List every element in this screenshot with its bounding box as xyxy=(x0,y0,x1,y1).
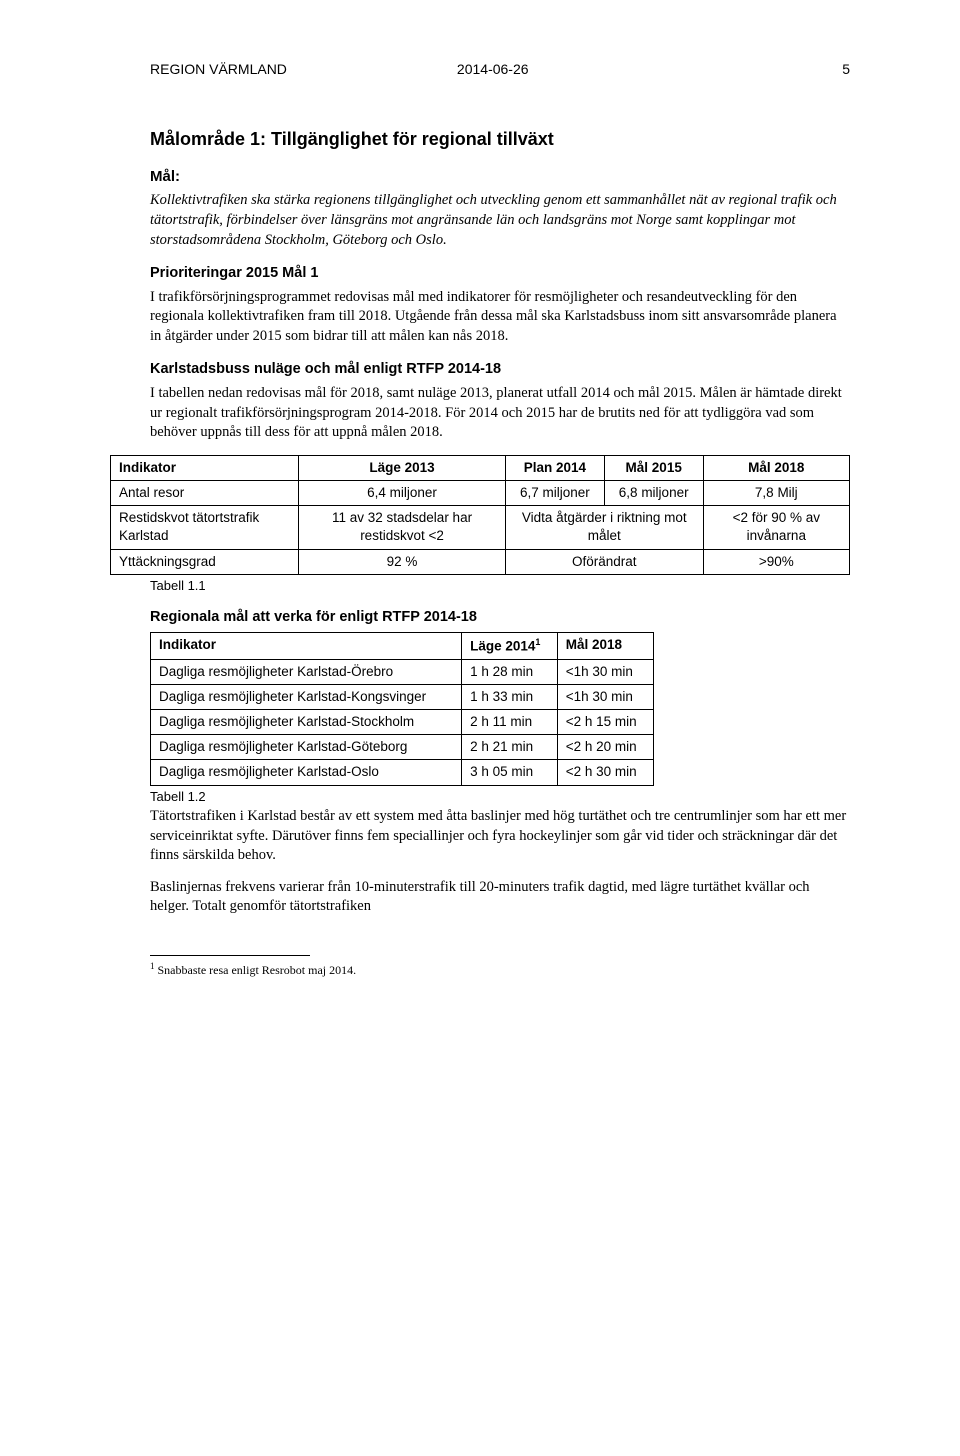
table-cell: Dagliga resmöjligheter Karlstad-Örebro xyxy=(151,659,462,684)
table-row: Restidskvot tätortstrafik Karlstad 11 av… xyxy=(111,506,850,549)
table-row: Dagliga resmöjligheter Karlstad-Örebro 1… xyxy=(151,659,654,684)
table-cell: Vidta åtgärder i riktning mot målet xyxy=(505,506,703,549)
header-page-number: 5 xyxy=(842,60,850,79)
table-2: Indikator Läge 20141 Mål 2018 Dagliga re… xyxy=(150,632,654,786)
footnote-ref: 1 xyxy=(535,637,540,647)
table-cell: >90% xyxy=(703,549,849,574)
table-cell: 92 % xyxy=(299,549,506,574)
table-cell: Dagliga resmöjligheter Karlstad-Stockhol… xyxy=(151,709,462,734)
table-row: Dagliga resmöjligheter Karlstad-Stockhol… xyxy=(151,709,654,734)
prio-text: I trafikförsörjningsprogrammet redovisas… xyxy=(150,288,850,347)
footnote-text: Snabbaste resa enligt Resrobot maj 2014. xyxy=(155,963,357,977)
table-header: Indikator xyxy=(151,632,462,659)
table-cell: <2 h 20 min xyxy=(557,735,653,760)
table-1: Indikator Läge 2013 Plan 2014 Mål 2015 M… xyxy=(110,455,850,575)
table-cell: <2 för 90 % av invånarna xyxy=(703,506,849,549)
table-header-text: Läge 2014 xyxy=(470,638,535,653)
footnote: 1 Snabbaste resa enligt Resrobot maj 201… xyxy=(150,960,850,978)
table-cell: 6,8 miljoner xyxy=(604,480,703,505)
table-header: Läge 20141 xyxy=(462,632,558,659)
table-cell: <1h 30 min xyxy=(557,659,653,684)
footnote-rule xyxy=(150,955,310,956)
table-cell: Restidskvot tätortstrafik Karlstad xyxy=(111,506,299,549)
table-cell: Oförändrat xyxy=(505,549,703,574)
table-row: Indikator Läge 2013 Plan 2014 Mål 2015 M… xyxy=(111,455,850,480)
section-title: Målområde 1: Tillgänglighet för regional… xyxy=(150,127,850,151)
table-1-caption: Tabell 1.1 xyxy=(150,577,850,595)
table-header: Mål 2018 xyxy=(557,632,653,659)
table-row: Yttäckningsgrad 92 % Oförändrat >90% xyxy=(111,549,850,574)
table-row: Dagliga resmöjligheter Karlstad-Göteborg… xyxy=(151,735,654,760)
mal-label: Mål: xyxy=(150,167,850,187)
table-cell: Antal resor xyxy=(111,480,299,505)
table-cell: 1 h 33 min xyxy=(462,684,558,709)
table-cell: 7,8 Milj xyxy=(703,480,849,505)
table-cell: 11 av 32 stadsdelar har restidskvot <2 xyxy=(299,506,506,549)
table-header: Plan 2014 xyxy=(505,455,604,480)
table-cell: Yttäckningsgrad xyxy=(111,549,299,574)
table-cell: 6,7 miljoner xyxy=(505,480,604,505)
table-row: Dagliga resmöjligheter Karlstad-Oslo 3 h… xyxy=(151,760,654,785)
table-cell: 2 h 11 min xyxy=(462,709,558,734)
table-cell: 3 h 05 min xyxy=(462,760,558,785)
table-header: Mål 2018 xyxy=(703,455,849,480)
nulage-text: I tabellen nedan redovisas mål för 2018,… xyxy=(150,384,850,443)
table-row: Antal resor 6,4 miljoner 6,7 miljoner 6,… xyxy=(111,480,850,505)
table-cell: <2 h 15 min xyxy=(557,709,653,734)
table-row: Indikator Läge 20141 Mål 2018 xyxy=(151,632,654,659)
header-org: REGION VÄRMLAND xyxy=(150,60,287,79)
table-header: Indikator xyxy=(111,455,299,480)
table-cell: Dagliga resmöjligheter Karlstad-Göteborg xyxy=(151,735,462,760)
table-cell: 1 h 28 min xyxy=(462,659,558,684)
nulage-title: Karlstadsbuss nuläge och mål enligt RTFP… xyxy=(150,360,850,380)
table-cell: 6,4 miljoner xyxy=(299,480,506,505)
page-header: REGION VÄRMLAND 2014-06-26 5 xyxy=(150,60,850,79)
table-cell: <1h 30 min xyxy=(557,684,653,709)
table-cell: Dagliga resmöjligheter Karlstad-Kongsvin… xyxy=(151,684,462,709)
table-header: Mål 2015 xyxy=(604,455,703,480)
mal-text: Kollektivtrafiken ska stärka regionens t… xyxy=(150,191,850,250)
header-date: 2014-06-26 xyxy=(457,60,529,79)
table-cell: <2 h 30 min xyxy=(557,760,653,785)
table-header: Läge 2013 xyxy=(299,455,506,480)
prio-title: Prioriteringar 2015 Mål 1 xyxy=(150,264,850,284)
table-cell: 2 h 21 min xyxy=(462,735,558,760)
regional-title: Regionala mål att verka för enligt RTFP … xyxy=(150,608,850,628)
trailing-paragraph-2: Baslinjernas frekvens varierar från 10-m… xyxy=(150,878,850,917)
table-2-caption: Tabell 1.2 xyxy=(150,788,850,806)
trailing-paragraph-1: Tätortstrafiken i Karlstad består av ett… xyxy=(150,807,850,866)
table-row: Dagliga resmöjligheter Karlstad-Kongsvin… xyxy=(151,684,654,709)
table-cell: Dagliga resmöjligheter Karlstad-Oslo xyxy=(151,760,462,785)
